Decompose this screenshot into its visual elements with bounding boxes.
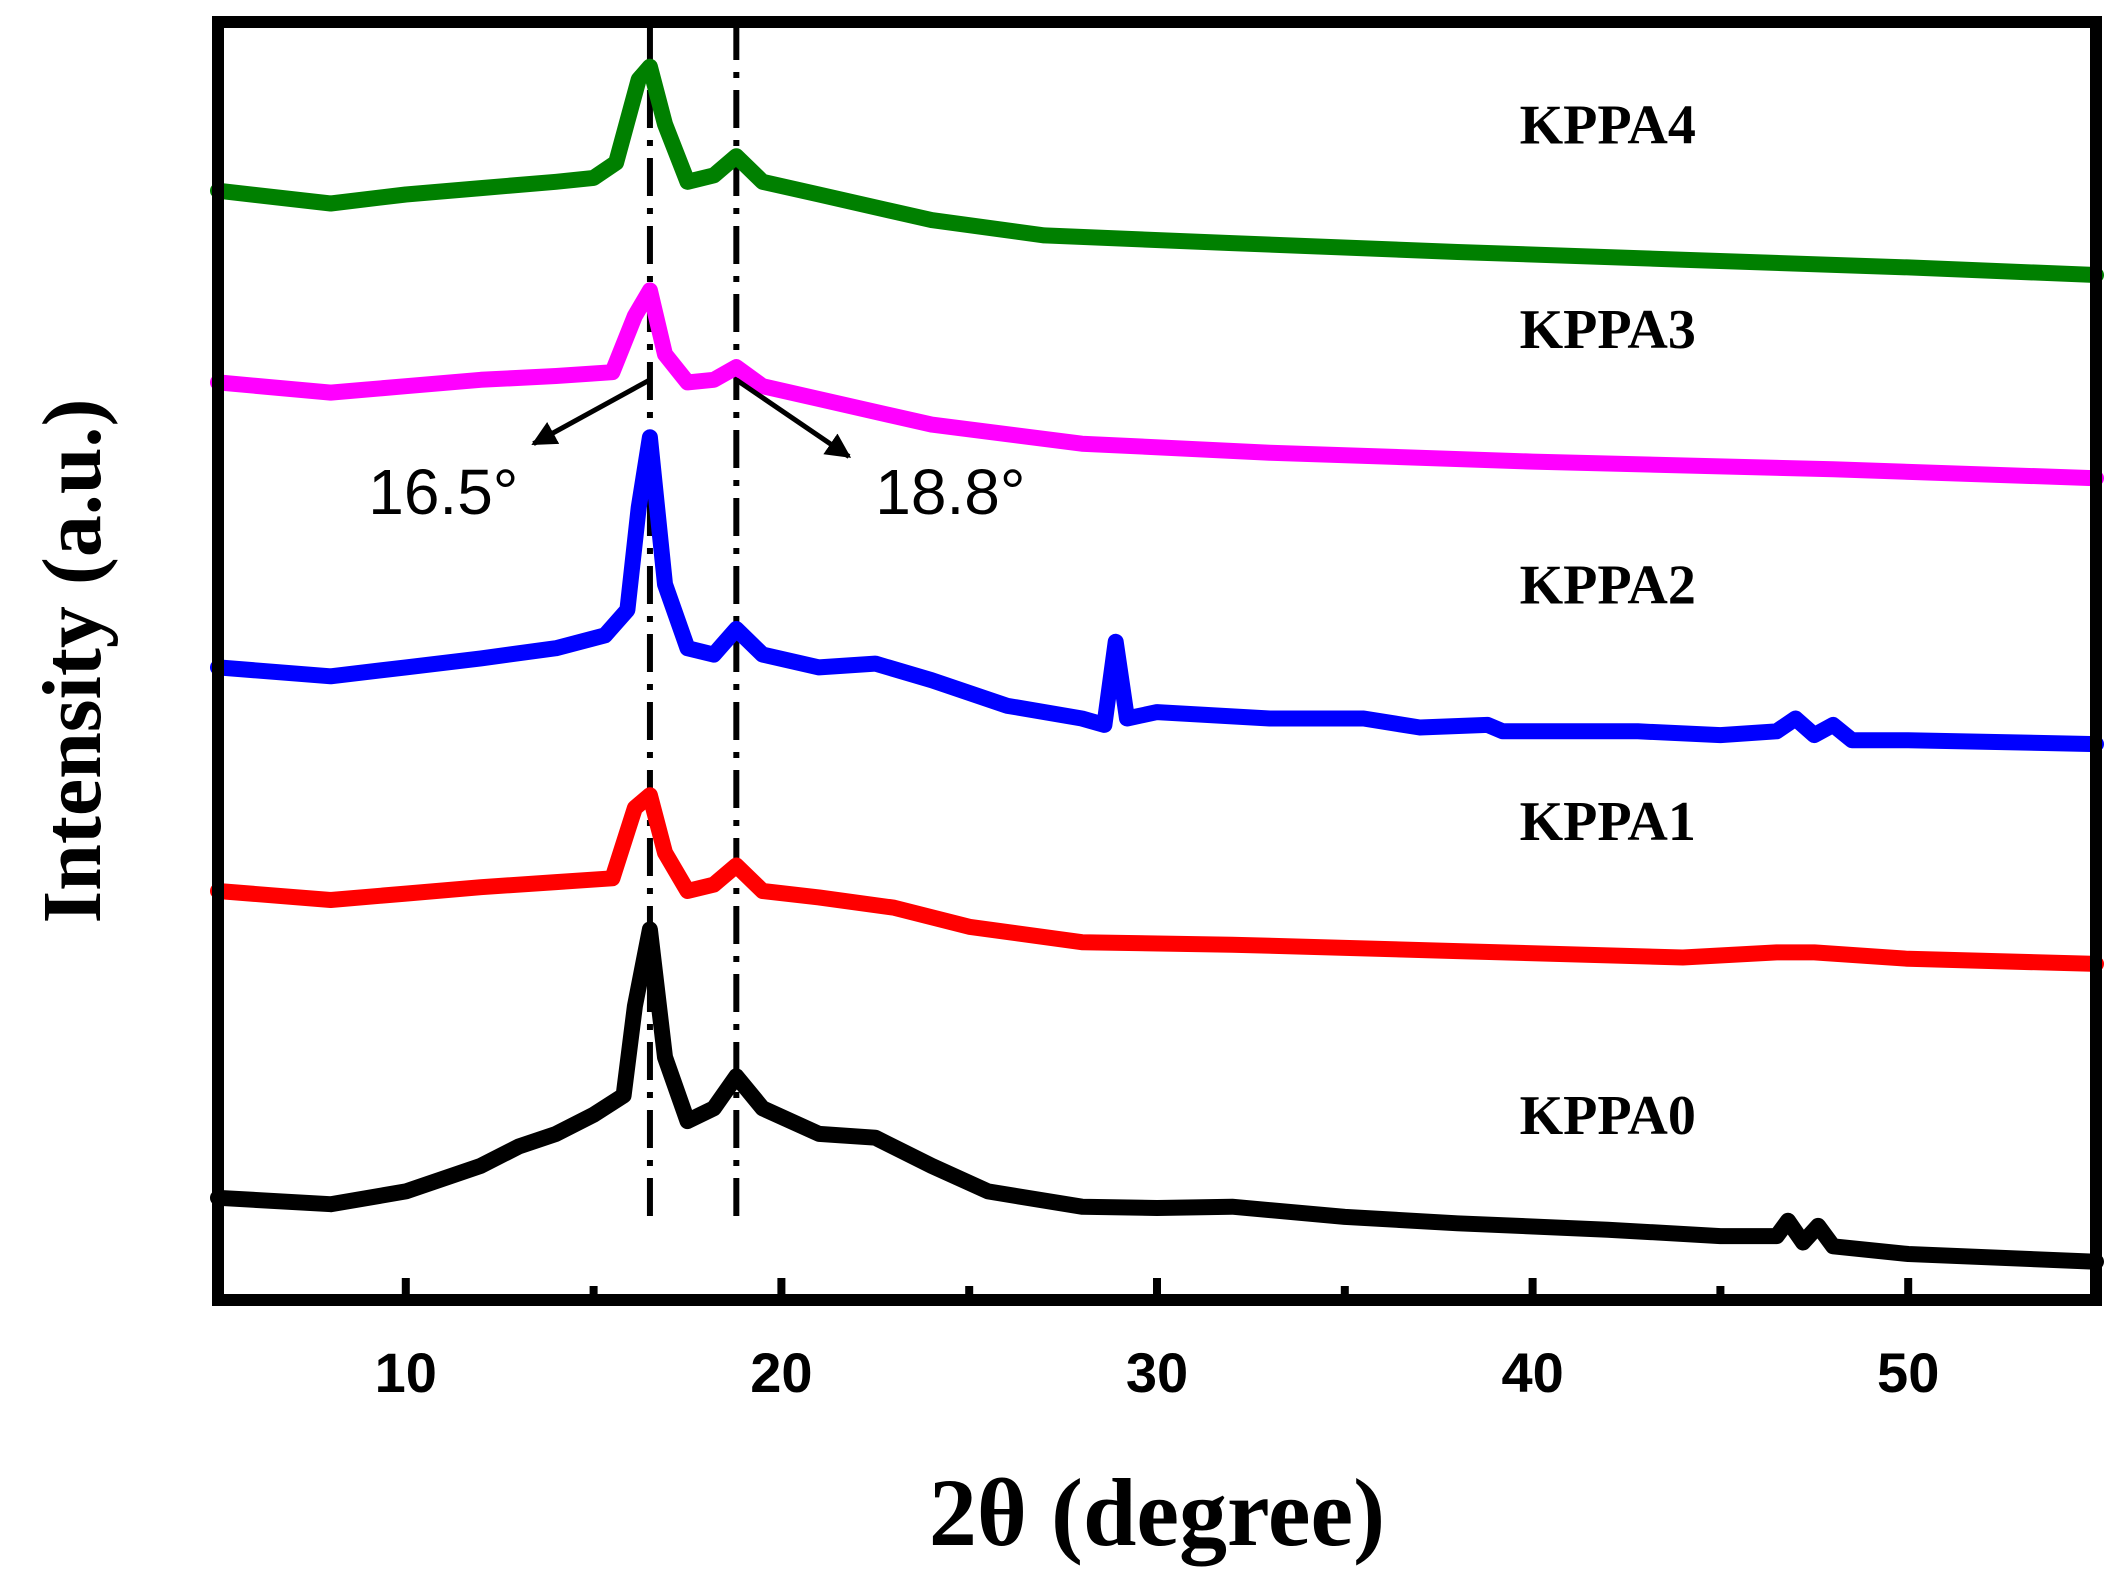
series-label-kppa2: KPPA2 xyxy=(1520,554,1696,616)
x-axis-title: 2θ (degree) xyxy=(929,1459,1385,1566)
x-tick-label-10: 10 xyxy=(375,1341,437,1404)
annotations: 16.5° 18.8° xyxy=(368,377,1025,528)
x-tick-label-50: 50 xyxy=(1877,1341,1939,1404)
annotation-label-16-5: 16.5° xyxy=(368,456,518,528)
x-tick-label-40: 40 xyxy=(1501,1341,1563,1404)
annotation-arrow-16-5 xyxy=(531,377,652,446)
series-label-kppa3: KPPA3 xyxy=(1520,299,1696,361)
annotation-arrow-18-8 xyxy=(734,377,852,459)
series-line-kppa3 xyxy=(210,282,2104,487)
series-line-kppa4 xyxy=(210,58,2104,283)
series-label-kppa0: KPPA0 xyxy=(1520,1085,1696,1147)
series-layer xyxy=(210,58,2104,1270)
series-line-kppa2 xyxy=(210,429,2104,753)
y-axis-title: Intensity (a.u.) xyxy=(26,398,119,923)
x-tick-label-30: 30 xyxy=(1126,1341,1188,1404)
x-ticks xyxy=(401,1278,1913,1300)
series-label-kppa4: KPPA4 xyxy=(1520,94,1696,156)
series-line-kppa0 xyxy=(210,921,2104,1270)
series-line-kppa1 xyxy=(210,787,2104,972)
series-label-kppa1: KPPA1 xyxy=(1520,791,1696,853)
x-tick-labels: 10 20 30 40 50 xyxy=(375,1341,1940,1404)
annotation-label-18-8: 18.8° xyxy=(875,456,1025,528)
x-tick-label-20: 20 xyxy=(750,1341,812,1404)
series-labels: KPPA4 KPPA3 KPPA2 KPPA1 KPPA0 xyxy=(1520,94,1696,1146)
